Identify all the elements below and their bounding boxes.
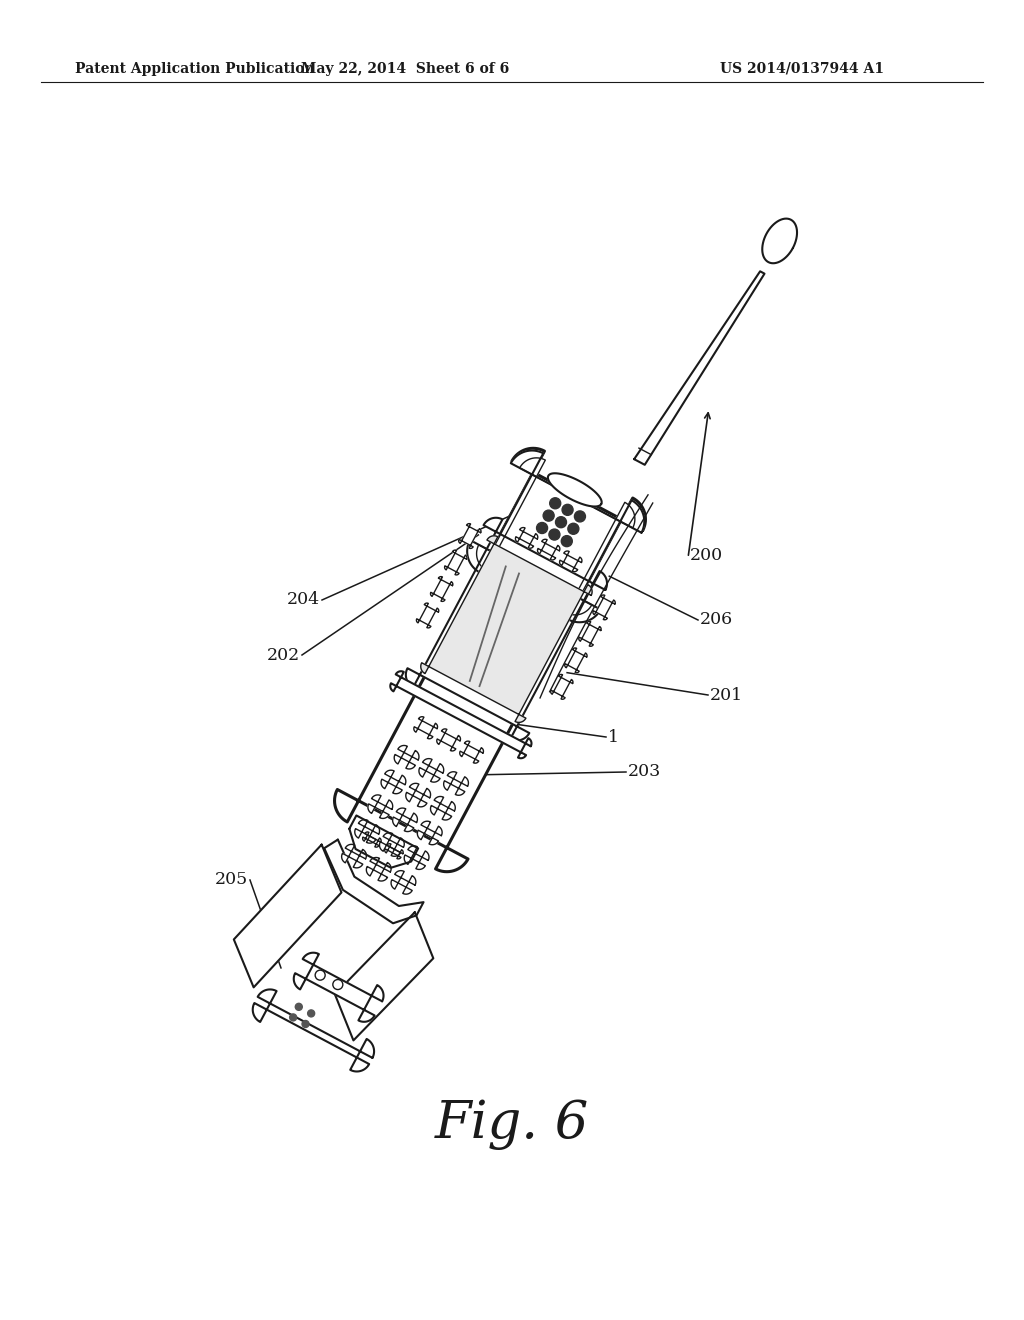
Circle shape — [295, 1003, 302, 1010]
Polygon shape — [335, 912, 433, 1040]
Polygon shape — [325, 840, 424, 923]
Polygon shape — [467, 450, 644, 622]
Polygon shape — [762, 219, 797, 263]
Polygon shape — [390, 672, 531, 758]
Polygon shape — [406, 783, 430, 807]
Polygon shape — [559, 550, 582, 572]
Circle shape — [537, 523, 548, 533]
Text: Fig. 6: Fig. 6 — [435, 1100, 589, 1151]
Polygon shape — [414, 717, 437, 739]
Polygon shape — [564, 648, 587, 673]
Circle shape — [574, 511, 586, 521]
Text: 1: 1 — [608, 729, 618, 746]
Text: 204: 204 — [287, 591, 319, 609]
Text: 200: 200 — [690, 546, 723, 564]
Circle shape — [550, 498, 561, 508]
Circle shape — [543, 510, 554, 521]
Polygon shape — [634, 272, 765, 465]
Polygon shape — [430, 577, 453, 602]
Polygon shape — [418, 821, 442, 845]
Text: 203: 203 — [628, 763, 662, 780]
Circle shape — [562, 504, 573, 515]
Polygon shape — [392, 808, 418, 832]
Polygon shape — [430, 796, 456, 820]
Polygon shape — [548, 474, 602, 507]
Polygon shape — [354, 820, 380, 843]
Text: 201: 201 — [710, 686, 743, 704]
Circle shape — [307, 1010, 314, 1016]
Polygon shape — [253, 990, 374, 1072]
Circle shape — [568, 523, 579, 535]
Polygon shape — [368, 795, 392, 818]
Circle shape — [333, 979, 343, 990]
Polygon shape — [419, 759, 443, 783]
Text: US 2014/0137944 A1: US 2014/0137944 A1 — [720, 62, 884, 77]
Circle shape — [290, 1014, 297, 1020]
Polygon shape — [385, 843, 403, 859]
Polygon shape — [579, 622, 601, 647]
Polygon shape — [444, 550, 467, 576]
Polygon shape — [335, 449, 645, 871]
Polygon shape — [233, 845, 341, 987]
Polygon shape — [294, 953, 384, 1022]
Polygon shape — [417, 603, 438, 628]
Polygon shape — [406, 517, 607, 741]
Polygon shape — [394, 746, 419, 770]
Polygon shape — [381, 770, 406, 793]
Polygon shape — [349, 816, 418, 867]
Polygon shape — [515, 528, 538, 548]
Text: Patent Application Publication: Patent Application Publication — [75, 62, 314, 77]
Polygon shape — [342, 845, 367, 867]
Polygon shape — [367, 858, 391, 880]
Polygon shape — [362, 832, 381, 847]
Polygon shape — [551, 675, 573, 700]
Circle shape — [315, 970, 326, 981]
Polygon shape — [391, 871, 416, 894]
Polygon shape — [460, 741, 483, 763]
Polygon shape — [476, 458, 635, 615]
Text: May 22, 2014  Sheet 6 of 6: May 22, 2014 Sheet 6 of 6 — [301, 62, 509, 77]
Circle shape — [302, 1020, 309, 1027]
Polygon shape — [459, 524, 481, 548]
Polygon shape — [404, 846, 429, 870]
Polygon shape — [538, 540, 560, 560]
Polygon shape — [593, 595, 615, 620]
Text: 202: 202 — [266, 647, 300, 664]
Text: 205: 205 — [215, 871, 248, 888]
Circle shape — [555, 516, 566, 528]
Text: 206: 206 — [700, 611, 733, 628]
Polygon shape — [443, 772, 468, 795]
Circle shape — [549, 529, 560, 540]
Polygon shape — [437, 729, 461, 751]
Polygon shape — [380, 833, 404, 857]
Polygon shape — [421, 536, 592, 722]
Circle shape — [561, 536, 572, 546]
